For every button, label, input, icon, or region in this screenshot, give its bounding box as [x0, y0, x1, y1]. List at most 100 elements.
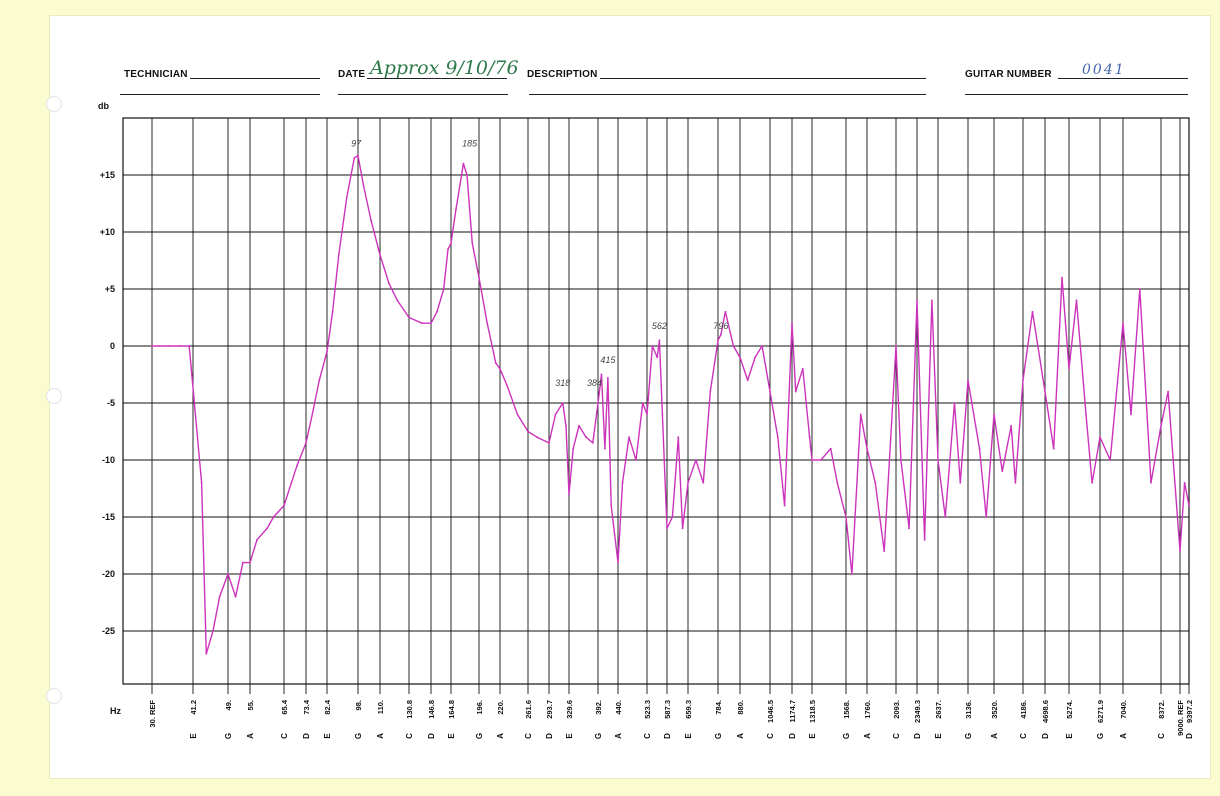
data-point	[1188, 504, 1190, 507]
x-tick-frequency: 329.6	[565, 700, 574, 719]
data-point	[874, 481, 877, 484]
x-tick-frequency: 1174.7	[788, 700, 797, 723]
x-tick-frequency: 5274.	[1065, 700, 1074, 719]
data-point	[1091, 481, 1093, 484]
y-tick-label: -25	[102, 626, 115, 636]
data-point	[455, 208, 457, 211]
data-point	[1014, 481, 1017, 484]
data-point	[388, 282, 390, 285]
x-tick-note: G	[354, 733, 363, 739]
data-point	[536, 436, 538, 439]
data-point	[836, 481, 839, 484]
data-point	[1160, 424, 1162, 427]
data-point	[978, 447, 981, 450]
data-point	[1044, 390, 1046, 393]
punch-hole	[46, 388, 62, 404]
data-point	[1179, 550, 1181, 553]
x-tick-note: D	[427, 733, 436, 739]
x-tick-frequency: 659.3	[684, 700, 693, 719]
data-point	[754, 356, 756, 359]
data-point	[1031, 310, 1034, 313]
x-tick-frequency: 523.3	[643, 700, 652, 719]
data-point	[462, 162, 465, 165]
x-tick-frequency: 130.8	[405, 700, 414, 719]
data-point	[548, 442, 550, 444]
x-tick-frequency: 220.	[496, 700, 505, 715]
y-axis-label: db	[98, 101, 109, 111]
data-point	[331, 310, 334, 313]
x-tick-note: G	[714, 733, 723, 739]
x-tick-note: A	[614, 733, 623, 739]
data-point	[218, 595, 221, 598]
peak-annotation: 796	[713, 321, 728, 331]
data-point	[1085, 413, 1087, 416]
data-point	[1109, 459, 1112, 461]
data-point	[859, 413, 862, 416]
x-axis-label: Hz	[110, 706, 121, 716]
x-tick-note: D	[302, 733, 311, 739]
data-point	[585, 436, 587, 439]
data-point	[326, 350, 328, 353]
data-point	[959, 481, 962, 484]
data-point	[739, 356, 741, 359]
data-point	[337, 253, 340, 256]
x-tick-frequency: 146.8	[427, 700, 436, 719]
data-point	[597, 402, 599, 404]
x-tick-note: A	[246, 733, 255, 739]
data-point	[1068, 367, 1070, 370]
data-point	[442, 288, 445, 290]
x-tick-frequency: 440.	[614, 700, 623, 715]
data-point	[1183, 481, 1186, 484]
data-point	[658, 339, 661, 342]
data-point	[808, 436, 811, 439]
data-point	[769, 390, 771, 393]
data-point	[1075, 299, 1078, 302]
peak-annotation: 185	[462, 139, 478, 149]
data-point	[908, 527, 910, 530]
x-tick-note: C	[1157, 733, 1166, 739]
data-point	[234, 595, 237, 598]
x-tick-note: A	[990, 733, 999, 739]
description-underline	[529, 94, 926, 95]
peak-annotation: 415	[600, 355, 616, 365]
data-point	[791, 322, 793, 325]
description-line	[600, 78, 926, 79]
x-tick-note: C	[1019, 733, 1028, 739]
x-tick-frequency: 49.	[224, 700, 233, 710]
x-tick-note: D	[663, 733, 672, 739]
x-tick-frequency: 9000. REF	[1176, 700, 1185, 736]
data-point	[1001, 470, 1004, 473]
x-tick-frequency: 98.	[354, 700, 363, 710]
data-point	[450, 242, 452, 245]
data-point	[318, 379, 321, 382]
guitar-number-underline	[965, 94, 1188, 95]
date-line	[367, 78, 507, 79]
data-point	[944, 516, 947, 518]
data-point	[937, 459, 939, 461]
technician-label: TECHNICIAN	[124, 69, 188, 80]
technician-underline	[120, 94, 320, 95]
x-tick-frequency: 2093.	[892, 700, 901, 719]
description-label: DESCRIPTION	[527, 69, 598, 80]
data-point	[178, 345, 181, 347]
data-point	[866, 447, 868, 450]
data-point	[421, 322, 423, 325]
data-point	[242, 561, 244, 564]
x-tick-frequency: 261.6	[524, 700, 533, 719]
x-tick-note: D	[913, 733, 922, 739]
x-tick-frequency: 2637.	[934, 700, 943, 719]
date-underline	[338, 94, 508, 95]
x-tick-note: E	[684, 733, 693, 739]
data-point	[1010, 424, 1013, 427]
data-point	[447, 248, 449, 251]
data-point	[506, 385, 509, 387]
x-tick-note: E	[1065, 733, 1074, 739]
data-point	[1138, 288, 1141, 290]
data-point	[621, 481, 624, 484]
data-point	[993, 413, 995, 416]
x-tick-note: E	[808, 733, 817, 739]
x-tick-note: C	[892, 733, 901, 739]
y-tick-label: -20	[102, 569, 115, 579]
x-tick-note: C	[766, 733, 775, 739]
